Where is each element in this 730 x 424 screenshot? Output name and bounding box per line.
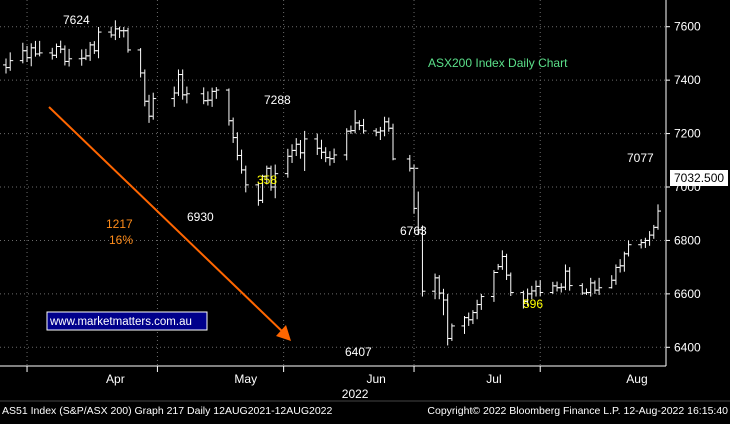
footer-right: Copyright© 2022 Bloomberg Finance L.P. 1… bbox=[427, 405, 728, 417]
x-axis: Apr May Jun Jul Aug 2022 bbox=[0, 365, 666, 401]
chart-title: ASX200 Index Daily Chart bbox=[428, 56, 568, 70]
annotation-16pct: 16% bbox=[109, 233, 133, 247]
footer-left: AS51 Index (S&P/ASX 200) Graph 217 Daily… bbox=[2, 405, 333, 417]
annotation-596: 596 bbox=[523, 297, 543, 311]
x-year-label: 2022 bbox=[342, 387, 369, 401]
annotation-6763: 6763 bbox=[400, 224, 427, 238]
y-tick-label: 7200 bbox=[674, 127, 701, 141]
y-tick-label: 6400 bbox=[674, 340, 701, 354]
x-tick-label: Jun bbox=[366, 372, 385, 386]
y-tick-label: 7400 bbox=[674, 73, 701, 87]
annotation-6407: 6407 bbox=[345, 345, 372, 359]
price-bars bbox=[3, 20, 661, 346]
annotation-358: 358 bbox=[257, 173, 277, 187]
annotation-7077: 7077 bbox=[627, 151, 654, 165]
y-tick-label: 6800 bbox=[674, 233, 701, 247]
annotation-7624: 7624 bbox=[63, 13, 90, 27]
trend-arrow-line bbox=[48, 106, 287, 336]
x-tick-label: May bbox=[234, 372, 257, 386]
y-tick-label: 7600 bbox=[674, 20, 701, 34]
trend-arrow-head bbox=[276, 325, 291, 341]
watermark-box bbox=[46, 311, 208, 331]
x-tick-label: Apr bbox=[106, 372, 125, 386]
watermark-text: www.marketmatters.com.au bbox=[49, 316, 192, 328]
annotation-6930: 6930 bbox=[187, 210, 214, 224]
y-tick-label: 6600 bbox=[674, 287, 701, 301]
annotation-1217: 1217 bbox=[106, 217, 133, 231]
annotation-7288: 7288 bbox=[264, 93, 291, 107]
last-price-tag bbox=[670, 170, 728, 186]
x-tick-label: Aug bbox=[626, 372, 647, 386]
last-price-value: 7032.500 bbox=[674, 171, 724, 185]
x-tick-label: Jul bbox=[486, 372, 501, 386]
